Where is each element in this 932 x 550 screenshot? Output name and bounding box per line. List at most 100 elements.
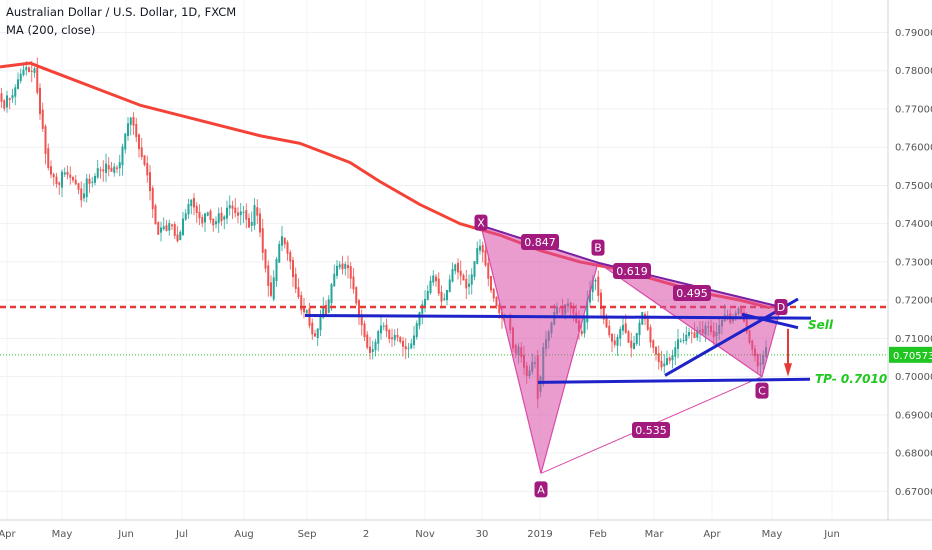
candle-body bbox=[259, 213, 261, 233]
candle-body bbox=[635, 333, 638, 344]
candle-body bbox=[602, 306, 605, 320]
candle-body bbox=[261, 228, 264, 253]
candle-body bbox=[85, 178, 88, 198]
candle-body bbox=[393, 334, 396, 341]
candle-body bbox=[666, 358, 668, 366]
candle-body bbox=[160, 227, 162, 233]
time-tick-label: Mar bbox=[645, 529, 665, 540]
candle-body bbox=[132, 117, 135, 126]
candle-body bbox=[30, 70, 33, 72]
candle-body bbox=[446, 290, 448, 301]
candle-body bbox=[88, 178, 91, 184]
time-tick-label: May bbox=[762, 529, 783, 540]
candle-body bbox=[182, 218, 184, 236]
time-tick-label: Feb bbox=[589, 529, 607, 540]
candle-body bbox=[311, 322, 314, 335]
candle-body bbox=[50, 166, 52, 175]
candle-body bbox=[448, 279, 451, 293]
candle-body bbox=[184, 213, 187, 220]
candle-body bbox=[242, 211, 245, 213]
candle-body bbox=[314, 333, 316, 337]
candle-body bbox=[19, 73, 22, 81]
candle-body bbox=[102, 169, 105, 172]
candle-body bbox=[589, 290, 591, 303]
sell-label: Sell bbox=[808, 318, 834, 332]
candle-body bbox=[223, 216, 226, 220]
candle-body bbox=[468, 283, 470, 287]
candle-body bbox=[226, 207, 228, 219]
candle-body bbox=[127, 123, 129, 136]
candle-body bbox=[594, 279, 597, 282]
candle-body bbox=[96, 168, 99, 178]
candle-body bbox=[413, 335, 415, 346]
candle-body bbox=[234, 207, 237, 214]
candle-body bbox=[171, 224, 173, 227]
candle-body bbox=[580, 330, 583, 334]
ratio-label: 0.847 bbox=[524, 236, 556, 249]
candle-body bbox=[83, 193, 85, 199]
candle-body bbox=[66, 171, 69, 176]
candle-body bbox=[275, 258, 278, 282]
candle-body bbox=[278, 244, 281, 263]
candle-body bbox=[270, 282, 272, 296]
candle-body bbox=[316, 328, 319, 339]
candle-body bbox=[663, 363, 666, 367]
candle-body bbox=[220, 212, 223, 222]
candle-body bbox=[611, 333, 613, 342]
candle-body bbox=[481, 244, 484, 253]
candle-body bbox=[402, 340, 404, 347]
time-axis[interactable]: Apr May Jun Jul Aug Sep 2 Nov 30 2019 Feb Mar Apr May… bbox=[0, 519, 932, 540]
price-axis-bg bbox=[888, 0, 932, 550]
candle-body bbox=[162, 226, 165, 230]
time-tick-label: Sep bbox=[298, 529, 317, 540]
candle-body bbox=[8, 98, 11, 100]
candle-body bbox=[470, 274, 473, 285]
candle-body bbox=[465, 278, 468, 289]
candle-body bbox=[490, 276, 492, 291]
candle-body bbox=[322, 306, 325, 318]
candle-body bbox=[597, 276, 600, 296]
candle-body bbox=[264, 249, 267, 269]
candle-body bbox=[325, 304, 327, 315]
candle-body bbox=[671, 355, 674, 361]
candle-body bbox=[349, 266, 352, 279]
candle-body bbox=[473, 261, 476, 277]
candle-body bbox=[201, 217, 204, 224]
ma-indicator-label: MA (200, close) bbox=[6, 23, 96, 37]
point-label-d-bg bbox=[774, 299, 788, 316]
candle-body bbox=[358, 300, 360, 318]
candle-body bbox=[371, 349, 374, 352]
candle-body bbox=[294, 273, 297, 289]
candle-body bbox=[616, 336, 619, 346]
candle-body bbox=[462, 275, 465, 281]
candle-body bbox=[344, 264, 347, 269]
candle-body bbox=[149, 172, 151, 192]
candle-body bbox=[696, 330, 699, 338]
candle-body bbox=[116, 167, 118, 169]
candle-body bbox=[193, 197, 195, 208]
time-tick-label: 2019 bbox=[527, 529, 552, 540]
candle-body bbox=[36, 67, 39, 93]
ratio-label: 0.619 bbox=[616, 265, 648, 278]
candle-body bbox=[190, 199, 193, 207]
point-label-c-bg bbox=[755, 382, 769, 399]
candle-body bbox=[377, 331, 380, 344]
tp-label: TP- 0.7010 bbox=[815, 372, 887, 386]
candle-body bbox=[652, 340, 655, 348]
candle-body bbox=[619, 329, 622, 339]
candle-body bbox=[690, 332, 693, 334]
candle-body bbox=[366, 334, 369, 348]
candle-body bbox=[204, 213, 206, 223]
candle-body bbox=[688, 332, 690, 336]
candle-body bbox=[228, 205, 231, 209]
candle-body bbox=[140, 147, 143, 157]
candle-body bbox=[391, 337, 393, 340]
candle-body bbox=[33, 68, 36, 73]
